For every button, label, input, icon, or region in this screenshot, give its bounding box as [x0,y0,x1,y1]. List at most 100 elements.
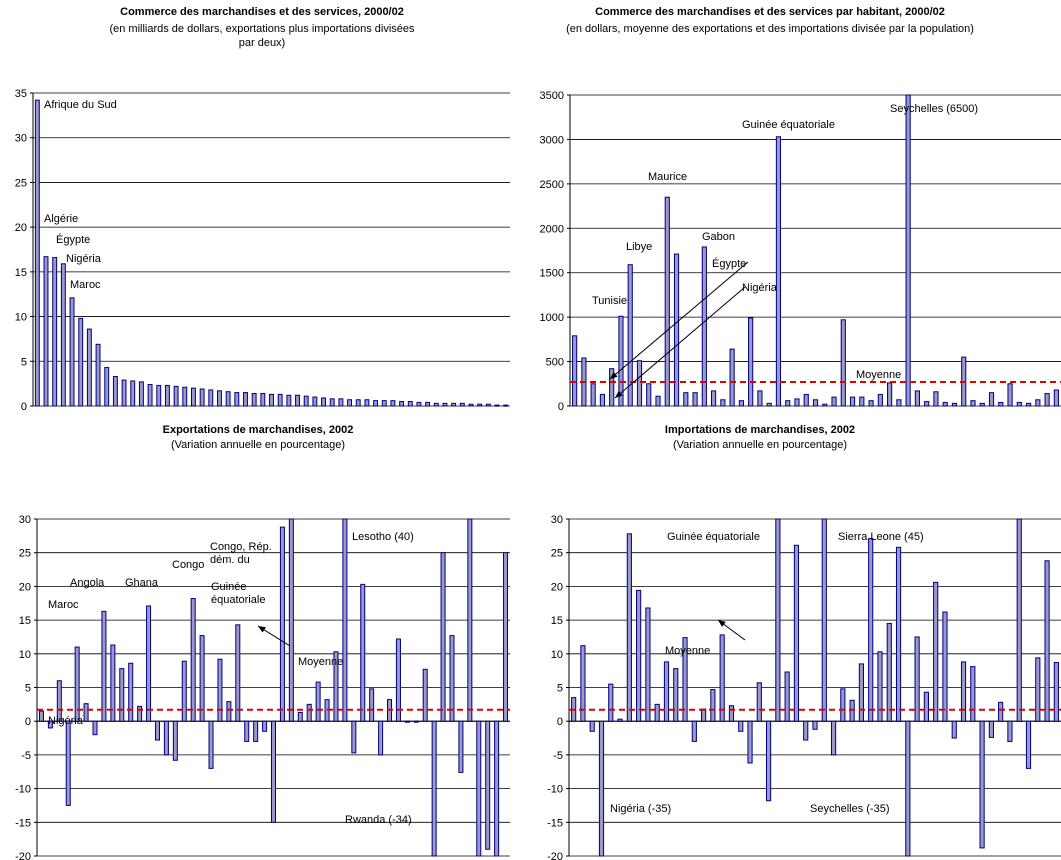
bar [244,720,250,742]
bar [830,720,837,756]
annotation-arrow [609,261,749,380]
annotation-label: Congo [172,559,204,571]
bar [1025,402,1032,407]
bar [476,720,482,857]
y-tick-label: -20 [547,851,563,860]
annotation-arrowhead [610,371,618,379]
bar [599,393,606,407]
bar [951,402,958,407]
annotation-label: Nigéria [66,253,102,265]
bar [636,360,643,407]
bar [225,391,231,407]
bar [137,705,143,722]
bar [190,598,196,722]
bar [1044,393,1050,407]
bar [608,683,614,722]
y-tick-label: 2000 [540,223,564,235]
bar-chart-trade-per-capita: 0 500 1000 1500 2000 2500 3000 3500 Moyenne Tunis… [540,90,1061,413]
bar [467,518,473,722]
annotation-label: Libye [626,241,652,253]
annotation-label: Maroc [70,279,101,291]
bar [83,703,89,722]
bar [793,544,800,722]
bar [988,392,995,407]
bar [691,720,697,742]
bar [923,691,929,722]
bar [52,257,58,407]
bar [217,658,223,722]
bar [181,660,187,722]
bar [369,688,375,722]
y-tick-label: 10 [15,312,27,324]
bar [485,403,491,407]
bar-chart-imports: -20 -15 -10 -5 0 5 10 15 20 25 30 Moyenne Guinée équ… [547,514,1061,860]
bar [262,720,268,732]
annotation-label: Nigéria [48,715,84,727]
chart-subtitle: (en milliards de dollars, exportations p… [109,23,415,49]
bar [812,399,819,407]
bar [485,720,491,850]
bar [748,317,754,407]
bar [459,402,465,407]
bar [636,589,642,722]
bar [416,401,422,407]
bar [226,701,232,722]
chart-panel-trade-per-capita: Commerce des marchandises et des service… [530,0,1061,420]
bar [905,720,911,857]
annotation-label: Guinée équatoriale [211,581,265,606]
y-tick-label: -10 [547,784,563,796]
y-tick-label: 3500 [540,90,564,102]
bar [156,384,162,407]
chart-subtitle: (en dollars, moyenne des exportations et… [566,23,974,35]
bar [580,645,586,722]
bar [627,264,633,407]
bar [425,401,431,407]
bar [738,400,744,407]
bar [190,387,196,407]
bar [942,611,948,722]
annotation-label: Lesotho (40) [352,531,414,543]
bar [38,710,44,722]
bar [297,711,303,722]
bar [321,397,326,407]
y-tick-label: 25 [19,548,31,560]
bar [1035,399,1041,407]
bar [720,399,726,407]
bar [886,622,892,722]
bar [433,402,439,407]
bar [315,681,321,722]
bar [998,701,1004,722]
bar [404,720,410,723]
bar [306,703,312,722]
bar [399,401,405,407]
bar [119,668,125,722]
annotation-arrowhead [615,390,623,398]
bar [719,634,725,722]
chart-title: Commerce des marchandises et des service… [595,6,945,18]
bar [43,256,49,407]
bar [312,396,318,407]
bar [503,404,509,407]
bar [494,404,500,407]
bar [128,662,134,722]
bar [243,392,248,407]
bar [234,392,240,407]
y-tick-label: 15 [551,615,563,627]
bar [609,368,615,407]
bar [979,402,985,407]
annotation-label: Angola [70,577,105,589]
bar [154,720,160,741]
bar [747,720,753,764]
bar [617,718,623,722]
y-tick-label: 5 [25,683,31,695]
bar [924,401,930,407]
bar [92,720,98,736]
bar [960,661,967,722]
bar [1007,383,1013,407]
bar [431,720,437,857]
bar [1053,662,1059,722]
bar [942,401,948,407]
chart-title: Commerce des marchandises et des service… [120,6,404,18]
bar [683,392,689,407]
y-tick-label: -15 [15,817,31,829]
